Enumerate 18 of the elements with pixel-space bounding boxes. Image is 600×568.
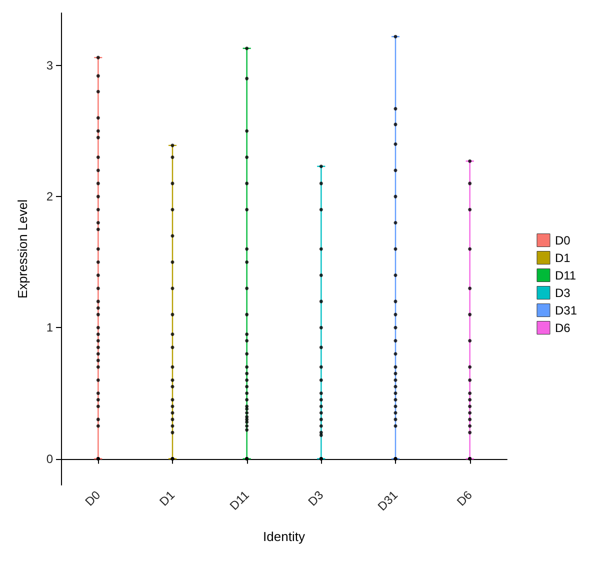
y-tick-label: 1 <box>46 320 54 335</box>
y-tick-label: 3 <box>46 58 54 72</box>
y-tick-label: 2 <box>46 190 54 204</box>
x-axis-title: Identity <box>263 529 306 544</box>
legend-label: D1 <box>554 250 571 265</box>
legend-label: D6 <box>554 320 571 335</box>
x-tick-label: D6 <box>454 488 476 509</box>
legend-label: D31 <box>554 303 578 318</box>
x-tick-label: D0 <box>82 488 104 509</box>
x-tick-label: D31 <box>374 488 401 514</box>
legend-label: D0 <box>554 233 571 248</box>
legend-label: D3 <box>554 286 571 300</box>
y-tick-label: 0 <box>46 452 54 466</box>
x-tick-label: D3 <box>305 488 326 509</box>
x-tick-label: D1 <box>156 488 178 509</box>
x-tick-label: D11 <box>226 488 252 513</box>
legend-label: D11 <box>554 268 576 282</box>
y-axis-title: Expression Level <box>15 199 30 298</box>
